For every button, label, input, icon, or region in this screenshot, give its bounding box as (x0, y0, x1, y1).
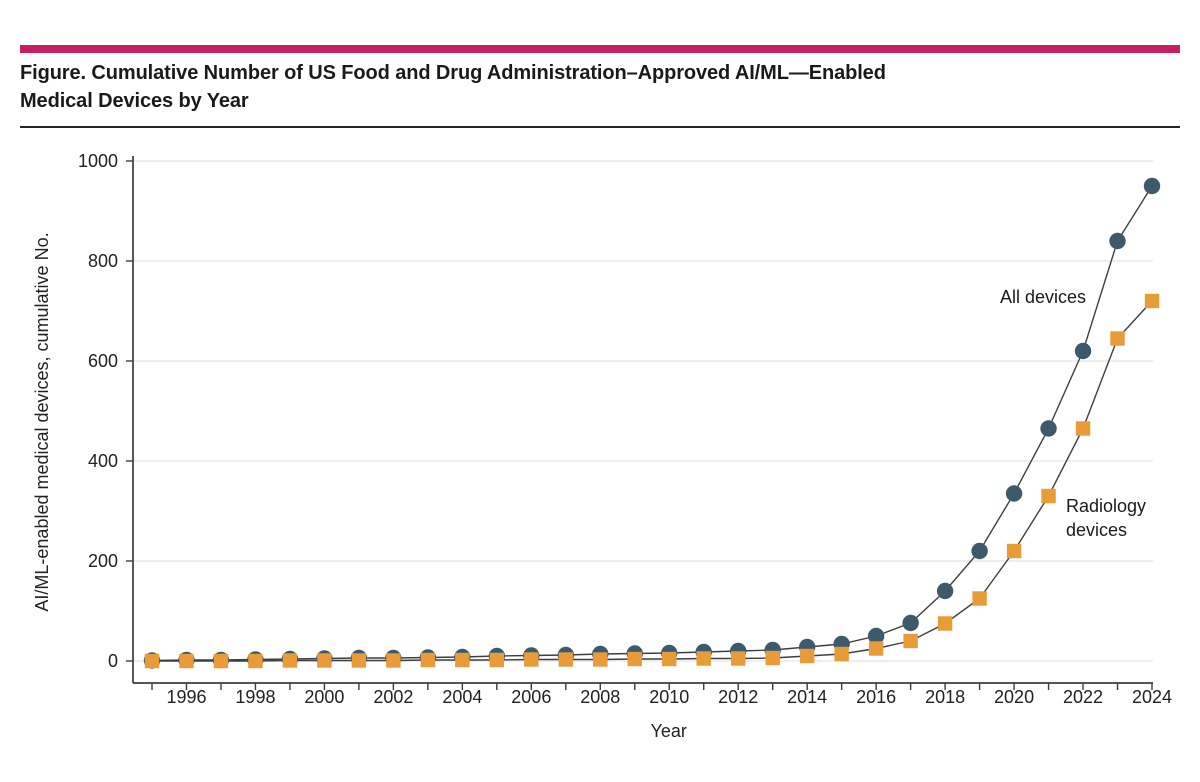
y-tick-label-1000: 1000 (78, 151, 118, 171)
data-point-radiology-devices-2020 (1006, 543, 1022, 559)
data-point-radiology-devices-1997 (213, 653, 229, 669)
data-point-all-devices-2018 (936, 582, 954, 600)
data-point-all-devices-2023 (1109, 232, 1126, 250)
data-point-radiology-devices-2023 (1110, 331, 1125, 346)
data-point-radiology-devices-2002 (386, 653, 401, 668)
data-point-radiology-devices-2004 (455, 652, 470, 668)
data-point-radiology-devices-1996 (179, 653, 194, 669)
data-point-radiology-devices-2007 (558, 652, 573, 667)
x-axis-title: Year (651, 721, 687, 741)
data-point-radiology-devices-2001 (351, 653, 367, 668)
x-tick-label-2024: 2024 (1132, 687, 1172, 707)
data-point-radiology-devices-2006 (524, 652, 539, 667)
y-tick-label-200: 200 (88, 551, 118, 571)
data-point-radiology-devices-2021 (1041, 488, 1056, 504)
data-point-radiology-devices-2005 (489, 652, 505, 668)
data-point-radiology-devices-2024 (1144, 293, 1160, 309)
x-tick-label-2000: 2000 (304, 687, 344, 707)
series-label-radiology-devices-line-2: devices (1066, 520, 1127, 540)
figure-title: Figure. Cumulative Number of US Food and… (20, 59, 1080, 115)
line-chart-svg: 0 200 400 600 800 1000 1996 1998 2000 2002 2004 200… (32, 151, 1172, 741)
data-point-radiology-devices-2022 (1075, 421, 1091, 436)
x-tick-label-1996: 1996 (166, 687, 206, 707)
y-tick-label-0: 0 (108, 651, 118, 671)
series-label-radiology-devices-line-1: Radiology (1066, 496, 1146, 516)
series-labels: All devices Radiology devices (1000, 287, 1146, 540)
data-point-radiology-devices-2010 (662, 651, 677, 667)
series-line-all-devices (151, 185, 1153, 662)
x-tick-label-2022: 2022 (1063, 687, 1103, 707)
data-point-radiology-devices-2018 (937, 616, 953, 631)
data-point-radiology-devices-2012 (731, 651, 746, 666)
x-tick-label-2016: 2016 (856, 687, 896, 707)
data-point-all-devices-2024 (1143, 177, 1161, 195)
data-point-all-devices-2016 (867, 627, 885, 645)
x-tick-label-1998: 1998 (235, 687, 275, 707)
data-point-radiology-devices-2009 (627, 651, 642, 667)
y-tick-label-400: 400 (88, 451, 118, 471)
data-point-radiology-devices-2011 (696, 651, 711, 666)
x-tick-label-2010: 2010 (649, 687, 689, 707)
x-tick-label-2004: 2004 (442, 687, 482, 707)
x-tick-label-2002: 2002 (373, 687, 413, 707)
data-point-radiology-devices-2000 (317, 653, 332, 668)
header-divider-rule (20, 126, 1180, 128)
data-point-all-devices-2017 (902, 614, 919, 632)
data-point-radiology-devices-1998 (248, 653, 263, 669)
x-tick-label-2018: 2018 (925, 687, 965, 707)
axes: 0 200 400 600 800 1000 1996 1998 2000 2002 2004 200… (32, 151, 1172, 741)
series-all-devices (143, 177, 1161, 669)
y-tick-label-600: 600 (88, 351, 118, 371)
y-tick-label-800: 800 (88, 251, 118, 271)
data-point-radiology-devices-2019 (972, 591, 987, 606)
data-point-all-devices-2019 (971, 542, 988, 560)
series-label-all-devices: All devices (1000, 287, 1086, 307)
data-point-all-devices-2021 (1040, 420, 1057, 437)
data-point-radiology-devices-2014 (799, 648, 815, 664)
series-radiology-devices (144, 293, 1160, 669)
x-tick-label-2014: 2014 (787, 687, 827, 707)
data-point-radiology-devices-1995 (144, 653, 160, 669)
figure-accent-bar (20, 45, 1180, 53)
x-tick-label-2020: 2020 (994, 687, 1034, 707)
chart: 0 200 400 600 800 1000 1996 1998 2000 2002 2004 200… (0, 140, 1200, 777)
x-tick-label-2006: 2006 (511, 687, 551, 707)
data-point-all-devices-2020 (1005, 485, 1023, 502)
data-point-radiology-devices-2013 (765, 650, 780, 666)
data-point-radiology-devices-2016 (868, 641, 884, 656)
figure-title-line-2: Medical Devices by Year (20, 90, 249, 112)
data-point-radiology-devices-2008 (593, 652, 608, 667)
y-axis-title: AI/ML-enabled medical devices, cumulativ… (32, 232, 52, 611)
x-tick-label-2008: 2008 (580, 687, 620, 707)
data-point-radiology-devices-1999 (282, 653, 298, 668)
data-point-radiology-devices-2015 (834, 646, 849, 662)
figure-title-line-1: Figure. Cumulative Number of US Food and… (20, 62, 886, 84)
data-point-all-devices-2022 (1074, 342, 1092, 360)
gridlines (133, 160, 1153, 662)
series-line-radiology-devices (152, 300, 1153, 662)
x-tick-label-2012: 2012 (718, 687, 758, 707)
data-point-radiology-devices-2003 (420, 652, 436, 668)
data-point-radiology-devices-2017 (903, 633, 918, 649)
